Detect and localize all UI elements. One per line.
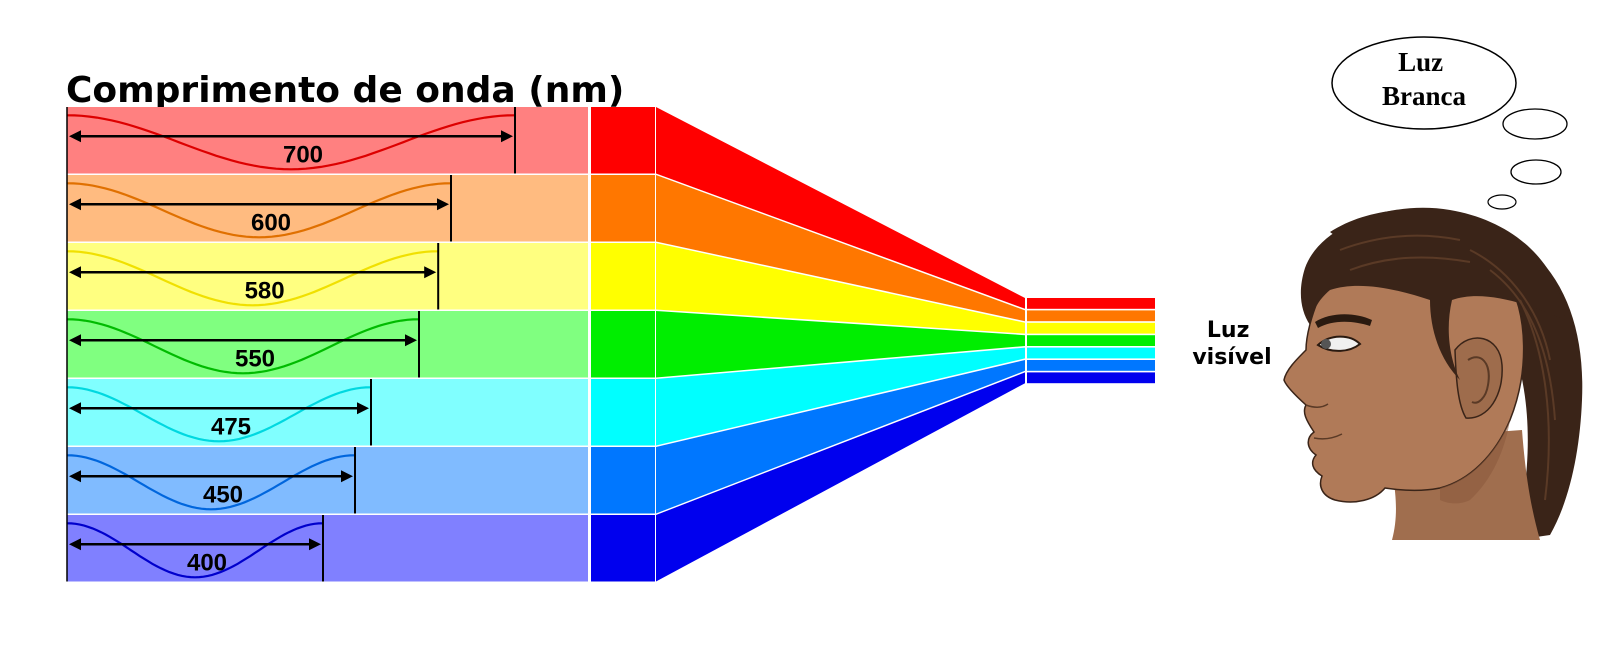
band-pale-700 xyxy=(67,107,588,174)
wave-700 xyxy=(66,114,516,171)
face xyxy=(1283,228,1525,503)
band-solid-475 xyxy=(591,379,655,446)
band-700: 700 xyxy=(66,107,655,174)
wave-400 xyxy=(66,522,324,579)
arrow-head-right-400 xyxy=(309,538,321,551)
wave-550 xyxy=(66,318,420,375)
arrow-head-right-600 xyxy=(437,198,449,211)
wavelength-bands: 700 600 580 550 475 450 400 xyxy=(66,107,655,582)
arrow-head-left-475 xyxy=(69,402,81,415)
band-pale-580 xyxy=(67,243,588,310)
hair-front xyxy=(1300,207,1565,380)
ear xyxy=(1454,337,1503,419)
band-pale-600 xyxy=(67,175,588,242)
band-pale-450 xyxy=(67,447,588,514)
wavelength-label-580: 580 xyxy=(245,277,285,304)
fan-segment-580 xyxy=(656,243,1025,334)
wavelength-label-400: 400 xyxy=(187,549,227,576)
arrow-head-left-580 xyxy=(69,266,81,279)
band-600: 600 xyxy=(66,175,655,242)
person-profile-icon xyxy=(1283,207,1583,541)
thought-line-2: Branca xyxy=(1382,81,1466,111)
hair-strands xyxy=(1339,234,1556,501)
beam-stripe-450 xyxy=(1027,360,1155,371)
band-solid-450 xyxy=(591,447,655,514)
band-475: 475 xyxy=(66,379,655,446)
band-solid-700 xyxy=(591,107,655,174)
arrow-head-left-700 xyxy=(69,130,81,143)
arrow-head-left-600 xyxy=(69,198,81,211)
fan-segment-600 xyxy=(656,175,1025,322)
band-solid-580 xyxy=(591,243,655,310)
wavelength-label-700: 700 xyxy=(283,141,323,168)
wave-600 xyxy=(66,182,452,239)
arrow-head-left-550 xyxy=(69,334,81,347)
visible-light-label-line-2: visível xyxy=(1192,345,1271,370)
mouth-line xyxy=(1313,433,1343,440)
spectrum-fan xyxy=(656,107,1025,582)
wave-475 xyxy=(66,386,372,443)
eyebrow xyxy=(1315,314,1372,328)
fan-segment-450 xyxy=(656,360,1025,514)
arrow-head-left-400 xyxy=(69,538,81,551)
combined-beam xyxy=(1027,298,1155,384)
beam-stripe-475 xyxy=(1027,347,1155,359)
fan-segment-700 xyxy=(656,107,1025,309)
arrow-head-left-450 xyxy=(69,470,81,483)
diagram-title: Comprimento de onda (nm) xyxy=(66,70,624,111)
band-pale-550 xyxy=(67,311,588,378)
band-400: 400 xyxy=(66,515,655,582)
beam-stripe-700 xyxy=(1027,298,1155,309)
beam-stripe-550 xyxy=(1027,335,1155,346)
thought-line-1: Luz xyxy=(1398,47,1443,77)
wave-450 xyxy=(66,454,356,511)
band-solid-550 xyxy=(591,311,655,378)
arrow-head-right-450 xyxy=(341,470,353,483)
fan-segment-475 xyxy=(656,347,1025,446)
wavelength-label-600: 600 xyxy=(251,209,291,236)
nose-line xyxy=(1305,403,1329,408)
arrow-head-right-550 xyxy=(405,334,417,347)
beam-stripe-580 xyxy=(1027,322,1155,334)
fan-segment-550 xyxy=(656,311,1025,378)
band-solid-400 xyxy=(591,515,655,582)
wavelength-label-475: 475 xyxy=(211,413,251,440)
thought-bubble-dot-small xyxy=(1487,194,1517,210)
arrow-head-right-580 xyxy=(424,266,437,279)
band-550: 550 xyxy=(66,311,655,378)
thought-bubble-main xyxy=(1331,36,1517,130)
eye-iris xyxy=(1321,339,1331,349)
jaw-shadow xyxy=(1440,420,1510,504)
wave-580 xyxy=(66,250,439,307)
beam-stripe-400 xyxy=(1027,372,1155,384)
thought-bubble-dot-medium xyxy=(1510,159,1562,185)
visible-light-label: Luz visível xyxy=(1192,318,1271,370)
beam-stripe-600 xyxy=(1027,310,1155,322)
band-solid-600 xyxy=(591,175,655,242)
arrow-head-right-475 xyxy=(357,402,369,415)
band-pale-400 xyxy=(67,515,588,582)
fan-segment-400 xyxy=(656,372,1025,582)
band-580: 580 xyxy=(66,243,655,310)
band-pale-475 xyxy=(67,379,588,446)
visible-light-label-line-1: Luz xyxy=(1207,318,1250,343)
arrow-head-right-700 xyxy=(501,130,513,143)
wavelength-label-550: 550 xyxy=(235,345,275,372)
ear-inner xyxy=(1467,356,1490,404)
thought-bubble: Luz Branca xyxy=(1331,36,1568,210)
wavelength-label-450: 450 xyxy=(203,481,243,508)
thought-bubble-dot-large xyxy=(1502,108,1568,140)
thought-bubble-text: Luz Branca xyxy=(1382,47,1466,111)
band-450: 450 xyxy=(66,447,655,514)
